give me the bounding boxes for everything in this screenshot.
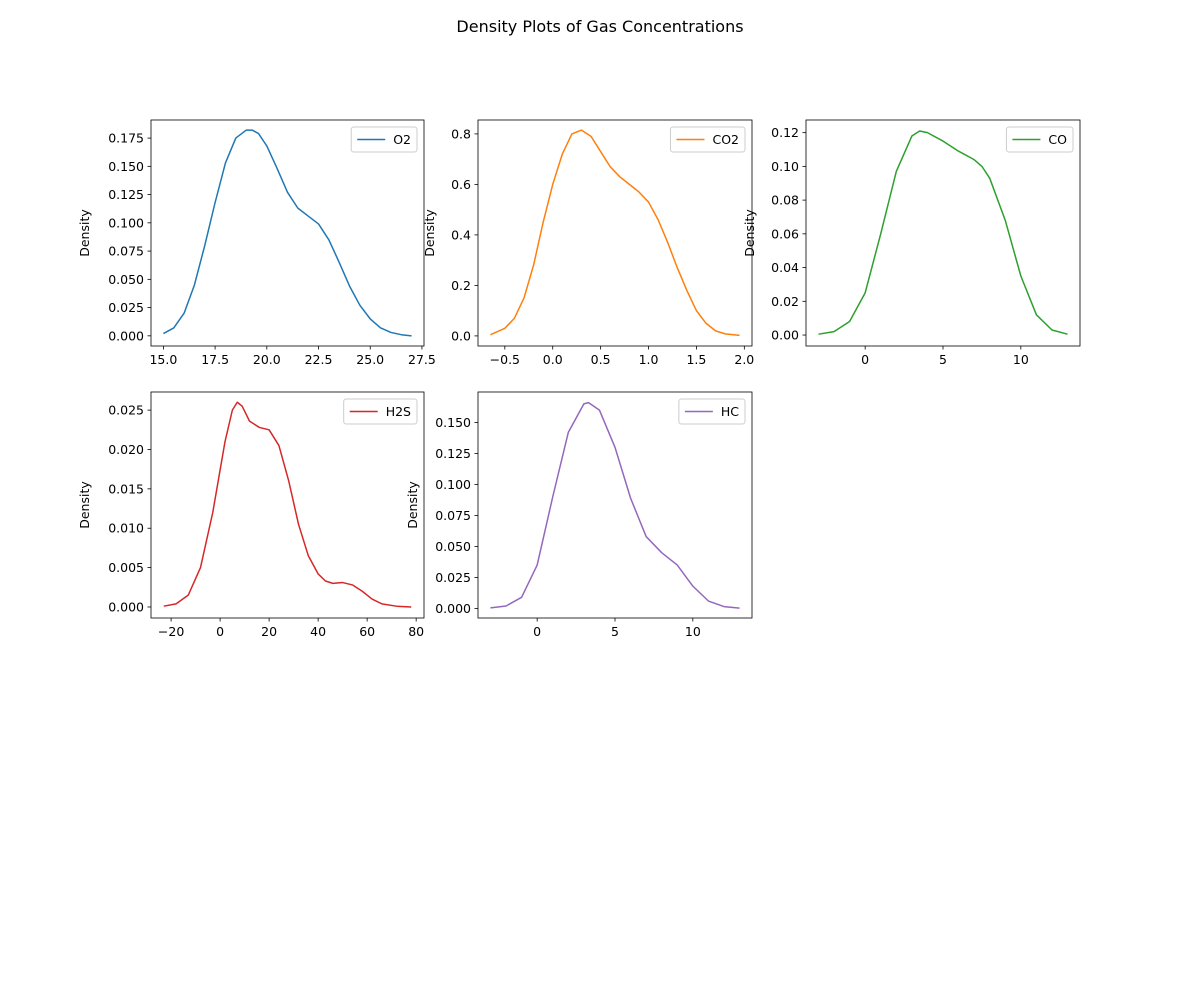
x-tick-label: −0.5 — [490, 352, 520, 367]
y-tick-label: 0.020 — [108, 442, 144, 457]
x-tick-label: 10 — [1013, 352, 1029, 367]
y-tick-label: 0.150 — [435, 415, 471, 430]
y-axis-label: Density — [77, 481, 92, 529]
x-tick-label: 5 — [611, 624, 619, 639]
x-tick-label: 1.0 — [639, 352, 659, 367]
x-tick-label: 0.5 — [591, 352, 611, 367]
subplot-co2: −0.5 0.0 0.5 1.0 1.5 2.0 0.0 0.2 0.4 0.6 0.8 Densit… — [422, 119, 754, 367]
y-tick-label: 0.075 — [108, 244, 144, 259]
y-tick-label: 0.02 — [771, 294, 799, 309]
x-tick-label: 0 — [861, 352, 869, 367]
x-tick-label: 0.0 — [543, 352, 563, 367]
legend-h2s: H2S — [343, 398, 418, 425]
axes-frame — [150, 119, 425, 347]
series-line-o2 — [163, 129, 412, 337]
legend-hc: HC — [678, 398, 746, 425]
y-tick-label: 0.0 — [451, 328, 471, 343]
legend-label: H2S — [386, 404, 411, 419]
y-tick-label: 0.100 — [435, 477, 471, 492]
x-tick-label: 10 — [685, 624, 701, 639]
axes-frame — [477, 119, 753, 347]
figure-title: Density Plots of Gas Concentrations — [456, 17, 744, 36]
legend-box — [343, 398, 418, 425]
axes-frame — [805, 119, 1081, 347]
subplot-hc: 0 5 10 0.000 0.025 0.050 0.075 0.100 0.125 0.150 D… — [405, 391, 753, 639]
x-tick-label: 60 — [359, 624, 375, 639]
x-tick-label: 17.5 — [201, 352, 229, 367]
y-tick-label: 0.000 — [435, 601, 471, 616]
x-tick-label: 22.5 — [305, 352, 333, 367]
y-tick-label: 0.12 — [771, 125, 799, 140]
x-tick-label: 20 — [261, 624, 277, 639]
subplot-h2s: −20 0 20 40 60 80 0.000 0.005 0.010 0.015 0.020 0.0… — [77, 391, 425, 639]
x-tick-label: 20.0 — [253, 352, 281, 367]
y-tick-label: 0.050 — [435, 539, 471, 554]
legend-label: O2 — [393, 132, 411, 147]
legend-label: HC — [721, 404, 739, 419]
series-line-co2 — [490, 129, 740, 337]
legend-co2: CO2 — [669, 126, 746, 153]
y-tick-label: 0.04 — [771, 260, 799, 275]
y-tick-label: 0.4 — [451, 227, 471, 242]
x-tick-label: −20 — [158, 624, 184, 639]
subplot-co: 0 5 10 0.00 0.02 0.04 0.06 0.08 0.10 0.12 Density C… — [742, 119, 1081, 367]
x-tick-label: 1.5 — [686, 352, 706, 367]
x-tick-label: 27.5 — [408, 352, 436, 367]
y-tick-label: 0.8 — [451, 126, 471, 141]
legend-label: CO2 — [712, 132, 739, 147]
series-line-h2s — [163, 401, 412, 608]
y-tick-label: 0.100 — [108, 215, 144, 230]
y-tick-label: 0.015 — [108, 481, 144, 496]
y-tick-label: 0.125 — [435, 446, 471, 461]
x-tick-label: 25.0 — [356, 352, 384, 367]
x-tick-label: 5 — [939, 352, 947, 367]
x-tick-label: 0 — [533, 624, 541, 639]
y-tick-label: 0.06 — [771, 226, 799, 241]
y-tick-label: 0.10 — [771, 159, 799, 174]
y-tick-label: 0.005 — [108, 560, 144, 575]
x-tick-label: 40 — [310, 624, 326, 639]
y-tick-label: 0.6 — [451, 177, 471, 192]
series-line-hc — [490, 401, 740, 609]
y-tick-label: 0.125 — [108, 187, 144, 202]
y-tick-label: 0.150 — [108, 159, 144, 174]
legend-co: CO — [1005, 126, 1074, 153]
subplot-o2: 15.0 17.5 20.0 22.5 25.0 27.5 0.000 0.025 0.050 0… — [77, 119, 436, 367]
y-axis-label: Density — [742, 209, 757, 257]
y-tick-label: 0.050 — [108, 272, 144, 287]
y-axis-label: Density — [422, 209, 437, 257]
axes-frame — [477, 391, 753, 619]
y-tick-label: 0.075 — [435, 508, 471, 523]
x-tick-label: 15.0 — [149, 352, 177, 367]
y-axis-label: Density — [77, 209, 92, 257]
x-tick-label: 80 — [408, 624, 424, 639]
legend-box — [669, 126, 746, 153]
x-tick-label: 2.0 — [734, 352, 754, 367]
y-tick-label: 0.08 — [771, 193, 799, 208]
y-tick-label: 0.010 — [108, 521, 144, 536]
y-tick-label: 0.2 — [451, 278, 471, 293]
legend-label: CO — [1048, 132, 1067, 147]
axes-frame — [150, 391, 425, 619]
y-tick-label: 0.000 — [108, 599, 144, 614]
y-axis-label: Density — [405, 481, 420, 529]
y-tick-label: 0.025 — [435, 570, 471, 585]
y-tick-label: 0.00 — [771, 328, 799, 343]
series-line-co — [818, 130, 1068, 335]
x-tick-label: 0 — [216, 624, 224, 639]
y-tick-label: 0.000 — [108, 328, 144, 343]
y-tick-label: 0.175 — [108, 131, 144, 146]
y-tick-label: 0.025 — [108, 300, 144, 315]
y-tick-label: 0.025 — [108, 403, 144, 418]
legend-o2: O2 — [350, 126, 418, 153]
